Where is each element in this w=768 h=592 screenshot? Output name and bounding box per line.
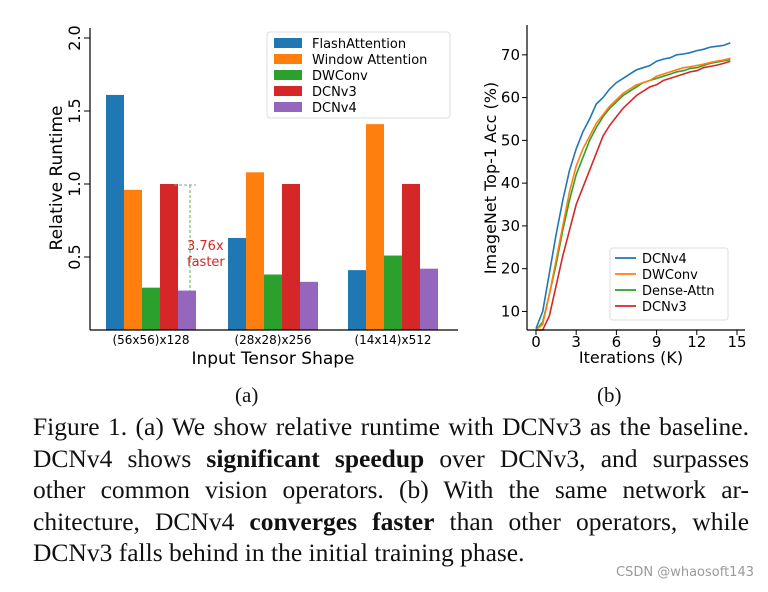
y-tick-label-b: 60 [501,89,520,107]
x-tick-label: (56x56)x128 [112,333,189,347]
legend-swatch [274,86,302,96]
bar-dcnv4-0 [178,290,196,330]
y-axis-label-b: ImageNet Top-1 Acc (%) [481,82,500,274]
bar-group [106,94,438,330]
caption-emphasis: converges faster [249,506,435,536]
subfigure-label-a: (a) [235,383,259,407]
y-tick-label: 0.5 [65,244,84,269]
y-axis-label: Relative Runtime [47,106,67,251]
x-axis-label: Input Tensor Shape [191,349,354,369]
caption-line: DCNv4 shows significant speedup over DCN… [33,443,749,475]
x-tick-label: (28x28)x256 [234,333,311,347]
x-tick-label-b: 6 [612,333,622,351]
bar-dcnv3-2 [402,184,420,330]
legend-swatch [274,70,302,80]
line-dwconv [535,57,731,331]
legend-label-b: DCNv4 [642,252,687,267]
y-tick-label: 1.0 [65,171,84,196]
bar-flashattention-2 [348,270,366,330]
legend-frame-b [609,247,729,321]
legend-label-b: DCNv3 [642,300,687,315]
legend-swatch [274,54,302,64]
legend-label: Window Attention [312,53,427,68]
bar-flashattention-1 [228,238,246,330]
y-tick-label-b: 30 [501,217,520,235]
caption-line: chitecture, DCNv4 converges faster than … [33,506,749,538]
caption-emphasis: significant speedup [206,443,425,473]
caption-text: over DCNv3, and surpasses [424,443,749,473]
line-dense-attn [535,58,731,331]
y-tick-label-b: 50 [501,131,520,149]
x-tick-label: (14x14)x512 [354,333,431,347]
legend-swatch [274,102,302,112]
bar-window-attention-2 [366,124,384,330]
caption-text: than other operators, while [434,506,750,536]
legend-label: DCNv4 [312,101,357,116]
caption-text: other common vision operators. (b) With … [33,475,749,504]
x-ticks: (56x56)x128 (28x28)x256 (14x14)x512 [112,333,431,347]
x-ticks-b: 0 3 6 9 12 15 [531,330,747,351]
caption-text: Figure 1. (a) We show relative runtime w… [33,412,749,441]
line-dcnv3 [536,60,731,331]
subfigure-label-b: (b) [597,383,622,407]
legend-label: DCNv3 [312,85,357,100]
line-dcnv4 [535,42,731,329]
legend-frame [266,31,451,119]
legend-label: FlashAttention [312,37,406,52]
bar-dcnv4-1 [300,281,318,330]
x-tick-label-b: 3 [571,333,581,351]
accuracy-line-chart: 10 20 30 40 50 60 70 0 3 6 9 12 15 Iterations (K) I… [481,25,747,367]
x-tick-label-b: 9 [652,333,662,351]
y-tick-label: 1.5 [65,98,84,123]
runtime-bar-chart: 0.5 1.0 1.5 2.0 (56x56)x128 (28x28)x256 (14x1… [47,25,458,369]
bar-dcnv3-0 [160,184,178,330]
bar-dwconv-0 [142,287,160,330]
bar-window-attention-1 [246,172,264,330]
bar-dcnv3-1 [282,184,300,330]
legend-label-b: Dense-Attn [642,284,715,299]
watermark: CSDN @whaosoft143 [616,565,754,580]
speedup-annotation: 3.76x faster [174,184,225,291]
y-ticks: 0.5 1.0 1.5 2.0 [65,25,90,270]
caption-line: other common vision operators. (b) With … [33,474,749,506]
x-tick-label-b: 12 [687,333,706,351]
caption-text: DCNv4 shows [33,443,207,473]
bar-flashattention-0 [106,94,124,330]
y-ticks-b: 10 20 30 40 50 60 70 [501,46,527,320]
y-tick-label-b: 40 [501,174,520,192]
y-tick-label-b: 10 [501,302,520,320]
annotation-line-1: 3.76x [187,239,224,254]
legend-swatch [274,38,302,48]
bar-dwconv-2 [384,255,402,330]
legend-label-b: DWConv [642,268,698,283]
bar-dcnv4-2 [420,268,438,330]
y-tick-label-b: 20 [501,260,520,278]
x-axis-label-b: Iterations (K) [579,348,683,367]
y-tick-label-b: 70 [501,46,520,64]
caption-text: DCNv3 falls behind in the initial traini… [33,538,525,567]
caption-line: Figure 1. (a) We show relative runtime w… [33,411,749,443]
caption-text: chitecture, DCNv4 [33,506,250,536]
caption-line: DCNv3 falls behind in the initial traini… [33,537,749,569]
bar-window-attention-0 [124,189,142,330]
legend-label: DWConv [312,69,368,84]
x-tick-label-b: 15 [727,333,746,351]
figure-caption: Figure 1. (a) We show relative runtime w… [33,411,749,569]
annotation-line-2: faster [187,255,225,270]
line-group [535,42,731,331]
y-tick-label: 2.0 [65,25,84,50]
bar-dwconv-1 [264,274,282,330]
x-tick-label-b: 0 [531,333,541,351]
